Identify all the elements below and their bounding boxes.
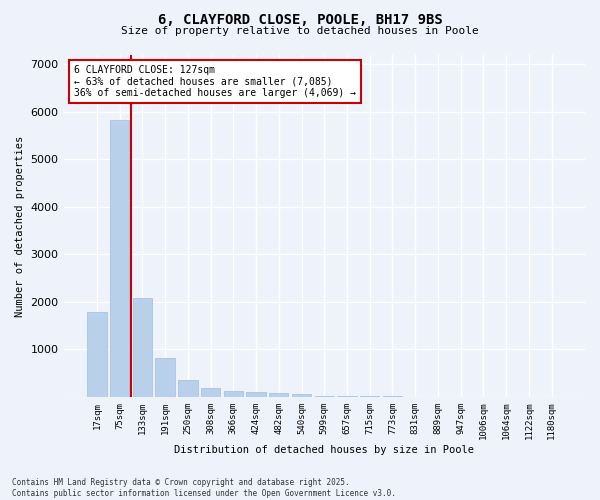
Bar xyxy=(87,312,107,397)
Bar xyxy=(224,392,243,397)
Bar xyxy=(292,394,311,397)
Text: Size of property relative to detached houses in Poole: Size of property relative to detached ho… xyxy=(121,26,479,36)
Text: Contains HM Land Registry data © Crown copyright and database right 2025.
Contai: Contains HM Land Registry data © Crown c… xyxy=(12,478,396,498)
Bar xyxy=(110,120,130,397)
Bar xyxy=(133,298,152,397)
Bar xyxy=(314,396,334,397)
X-axis label: Distribution of detached houses by size in Poole: Distribution of detached houses by size … xyxy=(174,445,474,455)
Bar xyxy=(360,396,379,397)
Bar xyxy=(155,358,175,397)
Y-axis label: Number of detached properties: Number of detached properties xyxy=(15,136,25,316)
Bar xyxy=(247,392,266,397)
Text: 6 CLAYFORD CLOSE: 127sqm
← 63% of detached houses are smaller (7,085)
36% of sem: 6 CLAYFORD CLOSE: 127sqm ← 63% of detach… xyxy=(74,66,356,98)
Text: 6, CLAYFORD CLOSE, POOLE, BH17 9BS: 6, CLAYFORD CLOSE, POOLE, BH17 9BS xyxy=(158,12,442,26)
Bar xyxy=(337,396,356,397)
Bar xyxy=(269,392,289,397)
Bar xyxy=(178,380,197,397)
Bar xyxy=(201,388,220,397)
